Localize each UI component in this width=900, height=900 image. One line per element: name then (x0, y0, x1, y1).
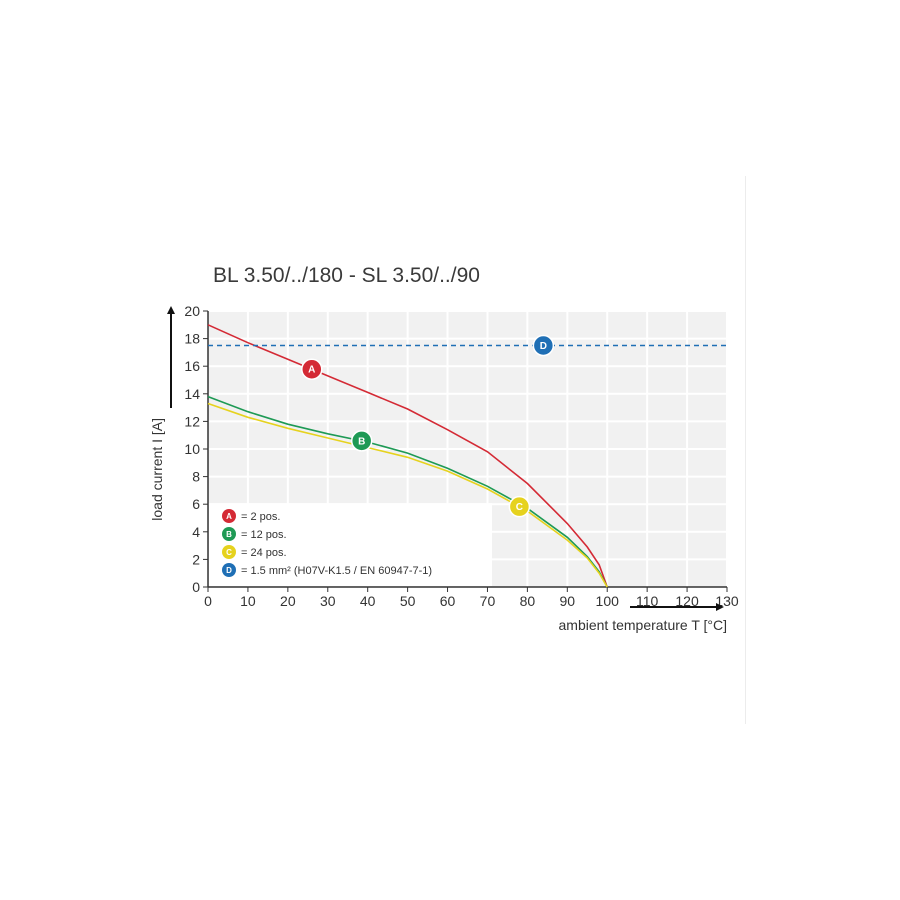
x-tick-label: 60 (440, 593, 456, 609)
legend-marker-label: C (226, 548, 232, 557)
legend-marker-label: A (226, 512, 232, 521)
x-tick-label: 50 (400, 593, 416, 609)
x-tick-label: 70 (480, 593, 496, 609)
series-marker-label: D (540, 341, 547, 352)
x-axis-label: ambient temperature T [°C] (559, 617, 728, 633)
x-tick-label: 80 (520, 593, 536, 609)
series-marker-d (532, 334, 555, 357)
series-marker-a (301, 358, 323, 380)
y-tick-label: 10 (184, 441, 200, 457)
legend-marker-label: D (226, 566, 232, 575)
x-tick-label: 20 (280, 593, 296, 609)
series-marker-label: A (308, 365, 315, 376)
x-tick-label: 120 (675, 593, 699, 609)
x-tick-label: 110 (636, 593, 659, 609)
legend-text: = 24 pos. (241, 547, 287, 559)
y-tick-label: 6 (192, 496, 200, 512)
legend-marker-b (222, 527, 236, 541)
y-tick-label: 4 (192, 524, 200, 540)
legend-marker-c (222, 545, 236, 559)
y-tick-label: 16 (184, 358, 200, 374)
y-tick-label: 14 (184, 386, 200, 402)
legend-text: = 1.5 mm² (H07V-K1.5 / EN 60947-7-1) (241, 565, 432, 577)
y-tick-label: 20 (184, 303, 200, 319)
series-line-c (207, 402, 608, 588)
legend-marker-label: B (226, 530, 232, 539)
x-tick-label: 30 (320, 593, 336, 609)
legend-text: = 12 pos. (241, 529, 287, 541)
right-divider-line (745, 176, 746, 724)
y-axis-label: load current I [A] (149, 418, 165, 521)
y-tick-label: 18 (184, 331, 200, 347)
series-marker-c (508, 495, 531, 518)
y-tick-label: 12 (184, 413, 200, 429)
series-marker-b (350, 430, 373, 452)
x-tick-label: 10 (240, 593, 256, 609)
x-tick-label: 40 (360, 593, 376, 609)
chart-title: BL 3.50/../180 - SL 3.50/../90 (213, 264, 480, 287)
y-tick-label: 8 (192, 469, 200, 485)
x-tick-label: 90 (560, 593, 576, 609)
x-tick-label: 0 (204, 593, 212, 609)
legend-background (209, 503, 492, 586)
series-marker-label: C (516, 502, 523, 513)
legend-marker-a (222, 509, 236, 523)
y-tick-label: 0 (192, 579, 200, 595)
series-line-a (207, 324, 608, 588)
series-marker-label: B (358, 436, 365, 447)
legend-marker-d (222, 563, 236, 577)
y-tick-label: 2 (192, 551, 200, 567)
series-line-b (207, 395, 608, 588)
x-tick-label: 100 (596, 593, 620, 609)
legend-text: = 2 pos. (241, 511, 280, 523)
